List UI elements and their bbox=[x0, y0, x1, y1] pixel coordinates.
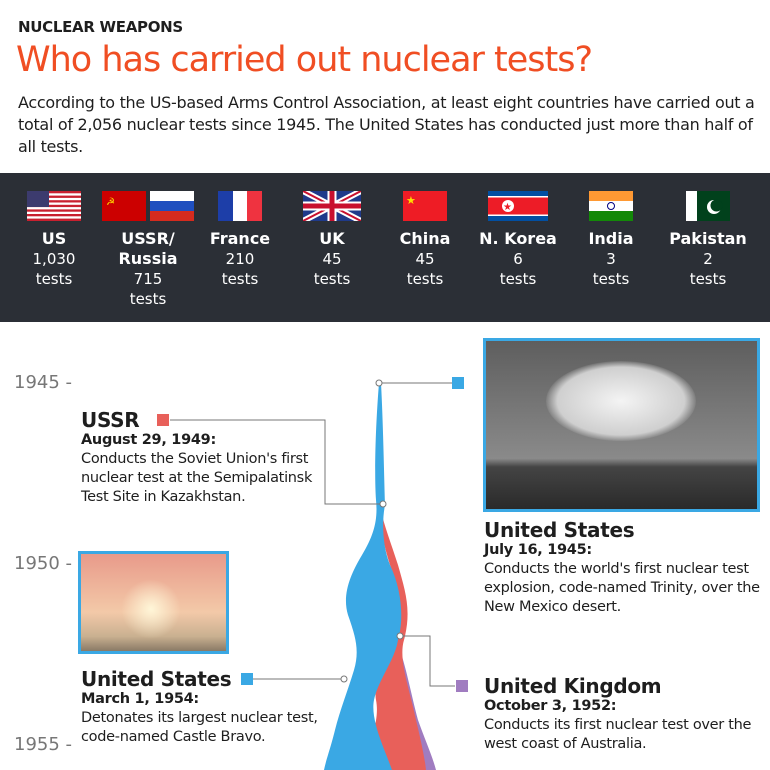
svg-text:☭: ☭ bbox=[106, 197, 115, 208]
svg-text:★: ★ bbox=[503, 202, 512, 213]
country-name: N. Korea bbox=[479, 229, 557, 248]
event-uk-1952: United Kingdom October 3, 1952: Conducts… bbox=[484, 675, 754, 754]
country-name: Pakistan bbox=[669, 229, 747, 248]
event-text: Conducts its first nuclear test over the… bbox=[484, 717, 752, 752]
test-count: 715 bbox=[133, 270, 163, 288]
us-marker bbox=[452, 377, 464, 389]
event-date: July 16, 1945: bbox=[484, 542, 592, 558]
test-unit: tests bbox=[499, 270, 537, 288]
castle-bravo-photo bbox=[78, 551, 229, 654]
year-label: 1950 - bbox=[14, 553, 73, 574]
test-unit: tests bbox=[35, 270, 73, 288]
test-unit: tests bbox=[221, 270, 259, 288]
test-count: 3 bbox=[606, 250, 616, 268]
intro-text: According to the US-based Arms Control A… bbox=[18, 93, 755, 156]
country-france: France 210 tests bbox=[192, 191, 288, 289]
test-unit: tests bbox=[406, 270, 444, 288]
test-count: 210 bbox=[225, 250, 255, 268]
country-name: USSR/ Russia bbox=[118, 229, 178, 268]
test-unit: tests bbox=[689, 270, 727, 288]
test-unit: tests bbox=[313, 270, 351, 288]
ussr-russia-flags: ☭ bbox=[98, 191, 198, 221]
country-name: UK bbox=[319, 229, 345, 248]
country-summary-band: US 1,030 tests ☭ USSR/ Russia 715 tests Fran… bbox=[0, 173, 770, 322]
year-label: 1955 - bbox=[14, 734, 73, 755]
test-count: 2 bbox=[703, 250, 713, 268]
country-name: India bbox=[588, 229, 634, 248]
country-china: ★ China 45 tests bbox=[377, 191, 473, 289]
event-us-1954: United States March 1, 1954: Detonates i… bbox=[81, 668, 331, 747]
event-ussr-1949: USSR August 29, 1949: Conducts the Sovie… bbox=[81, 409, 321, 507]
ussr-marker bbox=[157, 414, 169, 426]
event-text: Conducts the Soviet Union's first nuclea… bbox=[81, 451, 313, 505]
china-flag: ★ bbox=[377, 191, 473, 221]
page-title: Who has carried out nuclear tests? bbox=[16, 40, 593, 80]
event-country: United Kingdom bbox=[484, 674, 662, 698]
ussr-stream bbox=[365, 505, 426, 770]
event-date: October 3, 1952: bbox=[484, 698, 617, 714]
country-uk: UK 45 tests bbox=[284, 191, 380, 289]
us-stream bbox=[324, 383, 402, 770]
france-flag bbox=[192, 191, 288, 221]
country-ussr-russia: ☭ USSR/ Russia 715 tests bbox=[98, 191, 198, 309]
country-name: US bbox=[41, 229, 67, 248]
us-flag bbox=[6, 191, 102, 221]
test-unit: tests bbox=[592, 270, 630, 288]
north-korea-flag: ★ bbox=[470, 191, 566, 221]
event-country: USSR bbox=[81, 408, 140, 432]
event-us-1945: United States July 16, 1945: Conducts th… bbox=[484, 519, 764, 617]
country-us: US 1,030 tests bbox=[6, 191, 102, 289]
test-count: 1,030 bbox=[32, 250, 76, 268]
country-name: China bbox=[399, 229, 451, 248]
event-text: Detonates its largest nuclear test, code… bbox=[81, 710, 318, 745]
country-north-korea: ★ N. Korea 6 tests bbox=[470, 191, 566, 289]
event-date: March 1, 1954: bbox=[81, 691, 199, 707]
test-count: 6 bbox=[513, 250, 523, 268]
uk-stream bbox=[396, 640, 436, 770]
trinity-photo bbox=[483, 338, 760, 512]
uk-flag bbox=[284, 191, 380, 221]
test-unit: tests bbox=[129, 290, 167, 308]
pakistan-flag bbox=[660, 191, 756, 221]
test-count: 45 bbox=[415, 250, 435, 268]
svg-text:★: ★ bbox=[406, 194, 416, 207]
event-country: United States bbox=[484, 518, 635, 542]
us-marker bbox=[241, 673, 253, 685]
event-date: August 29, 1949: bbox=[81, 432, 216, 448]
kicker: NUCLEAR WEAPONS bbox=[18, 18, 183, 36]
country-name: France bbox=[209, 229, 271, 248]
year-label: 1945 - bbox=[14, 372, 73, 393]
event-text: Conducts the world's first nuclear test … bbox=[484, 561, 760, 615]
country-india: India 3 tests bbox=[563, 191, 659, 289]
streamgraph bbox=[157, 377, 468, 770]
test-count: 45 bbox=[322, 250, 342, 268]
country-pakistan: Pakistan 2 tests bbox=[660, 191, 756, 289]
uk-marker bbox=[456, 680, 468, 692]
event-country: United States bbox=[81, 667, 232, 691]
india-flag bbox=[563, 191, 659, 221]
